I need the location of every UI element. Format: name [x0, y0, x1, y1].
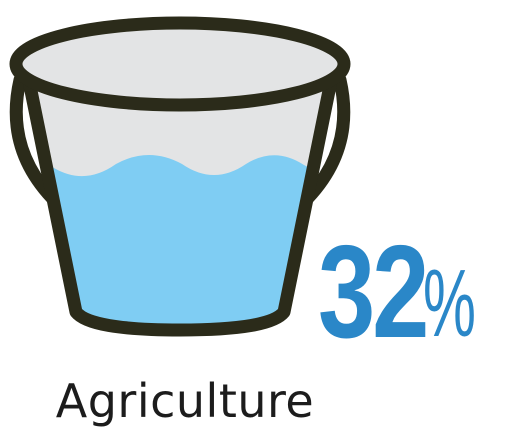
category-caption: Agriculture — [55, 374, 315, 428]
bucket-rim — [9, 16, 351, 112]
stat-unit: % — [422, 250, 476, 357]
water-fill — [28, 155, 332, 330]
stat-value: 32 — [318, 218, 429, 365]
water-bucket-icon — [9, 16, 351, 337]
percentage-stat: 32 % — [318, 218, 508, 365]
